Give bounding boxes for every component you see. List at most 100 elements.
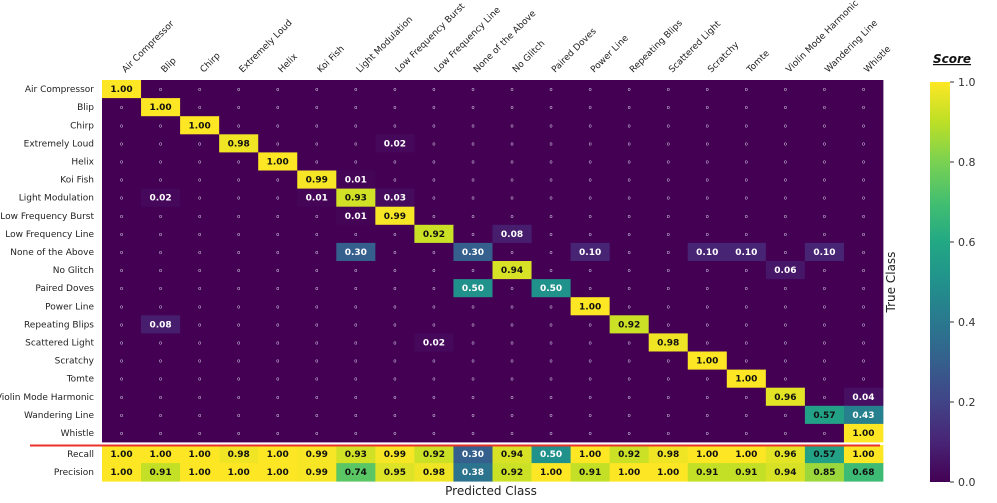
zero-marker: o xyxy=(862,87,865,93)
heatmap-cell xyxy=(258,405,298,425)
cell-value-label: 0.96 xyxy=(774,393,796,403)
zero-marker: o xyxy=(471,123,474,129)
heatmap-cell xyxy=(336,242,376,262)
summary-row-label: Precision xyxy=(54,468,94,478)
zero-marker: o xyxy=(510,196,513,202)
zero-marker: o xyxy=(471,87,474,93)
zero-marker: o xyxy=(862,214,865,220)
heatmap-cell xyxy=(765,333,806,352)
heatmap-cell xyxy=(141,188,181,208)
heatmap-cell xyxy=(648,188,689,208)
cell-value-label: 0.04 xyxy=(852,393,874,403)
zero-marker: o xyxy=(510,250,513,256)
heatmap-cell xyxy=(102,351,142,370)
heatmap-cell xyxy=(570,206,611,226)
zero-marker: o xyxy=(393,105,396,111)
zero-marker: o xyxy=(237,123,240,129)
heatmap-cell xyxy=(375,387,415,407)
heatmap-cell xyxy=(414,261,454,280)
zero-marker: o xyxy=(745,268,748,274)
heatmap-cell xyxy=(531,333,571,352)
zero-marker: o xyxy=(120,178,123,184)
zero-marker: o xyxy=(706,377,709,383)
zero-marker: o xyxy=(198,304,201,310)
zero-marker: o xyxy=(198,105,201,111)
summary-cell xyxy=(570,463,611,482)
zero-marker: o xyxy=(432,431,435,437)
heatmap-cell xyxy=(336,188,376,208)
heatmap-cell xyxy=(492,242,532,262)
zero-marker: o xyxy=(471,413,474,419)
summary-value-label: 1.00 xyxy=(696,450,718,460)
summary-cell xyxy=(102,445,142,464)
heatmap-cell xyxy=(843,80,884,99)
summary-value-label: 0.94 xyxy=(774,468,796,478)
heatmap-cell xyxy=(102,116,142,135)
heatmap-cell xyxy=(609,333,650,352)
zero-marker: o xyxy=(198,395,201,401)
heatmap-cell xyxy=(258,116,298,135)
summary-value-label: 0.91 xyxy=(735,468,757,478)
summary-cell xyxy=(492,463,532,482)
heatmap-cell xyxy=(375,351,415,370)
heatmap-cell xyxy=(258,261,298,280)
zero-marker: o xyxy=(745,413,748,419)
summary-value-label: 1.00 xyxy=(540,468,562,478)
zero-marker: o xyxy=(120,250,123,256)
heatmap-cell xyxy=(258,80,298,99)
zero-marker: o xyxy=(823,377,826,383)
zero-marker: o xyxy=(393,395,396,401)
heatmap-cell xyxy=(375,405,415,425)
zero-marker: o xyxy=(159,286,162,292)
row-label: None of the Above xyxy=(10,248,94,258)
heatmap-cell xyxy=(102,315,142,334)
heatmap-cell xyxy=(258,152,298,171)
heatmap-cell xyxy=(648,206,689,226)
heatmap-cell xyxy=(180,206,220,226)
heatmap-cell xyxy=(219,134,259,153)
heatmap-cell xyxy=(336,279,376,298)
cell-value-label: 0.03 xyxy=(384,194,406,204)
colorbar xyxy=(930,82,950,482)
heatmap-cell xyxy=(492,369,532,389)
heatmap-cell xyxy=(453,423,493,443)
summary-cell xyxy=(336,463,376,482)
zero-marker: o xyxy=(276,322,279,328)
zero-marker: o xyxy=(628,232,631,238)
zero-marker: o xyxy=(393,377,396,383)
zero-marker: o xyxy=(159,250,162,256)
zero-marker: o xyxy=(589,340,592,346)
zero-marker: o xyxy=(550,178,553,184)
zero-marker: o xyxy=(471,105,474,111)
heatmap-cell xyxy=(804,369,845,389)
zero-marker: o xyxy=(432,178,435,184)
zero-marker: o xyxy=(745,123,748,129)
heatmap-cell xyxy=(726,188,767,208)
zero-marker: o xyxy=(589,214,592,220)
heatmap-cell xyxy=(687,98,728,117)
heatmap-cell xyxy=(765,279,806,298)
zero-marker: o xyxy=(745,340,748,346)
zero-marker: o xyxy=(120,159,123,165)
summary-cell xyxy=(687,445,728,464)
heatmap-cell xyxy=(492,134,532,153)
zero-marker: o xyxy=(276,431,279,437)
heatmap-cell xyxy=(102,152,142,171)
zero-marker: o xyxy=(823,322,826,328)
heatmap-cell xyxy=(219,423,259,443)
heatmap-cell xyxy=(297,80,337,99)
heatmap-cell xyxy=(843,98,884,117)
heatmap-cell xyxy=(648,170,689,189)
zero-marker: o xyxy=(628,159,631,165)
heatmap-cell xyxy=(609,206,650,226)
zero-marker: o xyxy=(628,359,631,365)
row-label: Scattered Light xyxy=(25,338,94,348)
heatmap-cell xyxy=(141,387,181,407)
zero-marker: o xyxy=(159,87,162,93)
zero-marker: o xyxy=(471,141,474,147)
zero-marker: o xyxy=(432,159,435,165)
cell-value-label: 0.43 xyxy=(852,411,874,421)
zero-marker: o xyxy=(628,214,631,220)
cell-value-label: 0.99 xyxy=(306,176,328,186)
